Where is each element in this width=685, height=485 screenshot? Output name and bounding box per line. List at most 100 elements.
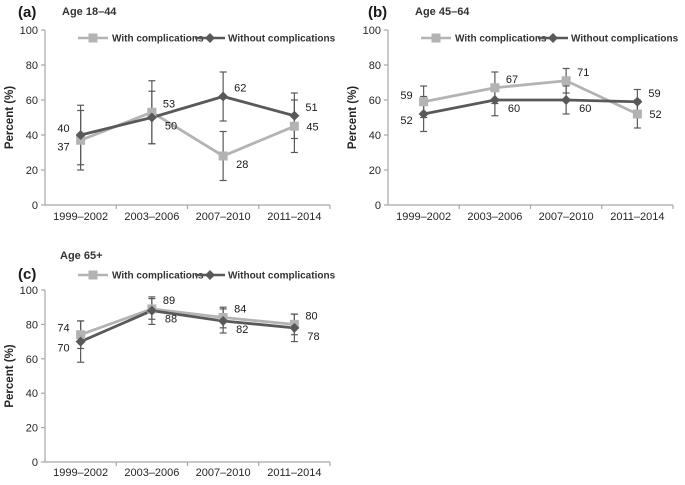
series-marker-square-icon	[431, 33, 441, 43]
panel-title: Age 45–64	[415, 6, 470, 18]
series-marker-square-icon	[147, 107, 157, 117]
data-point-label: 84	[234, 304, 246, 316]
panel-label: (c)	[18, 266, 36, 283]
y-tick-label: 0	[32, 200, 38, 212]
y-tick-label: 80	[369, 60, 381, 72]
series-line	[423, 79, 638, 116]
series-marker-diamond-icon	[75, 336, 86, 347]
series-marker-diamond-icon	[218, 315, 229, 326]
series-marker-diamond-icon	[561, 95, 572, 105]
series-marker-square-icon	[490, 83, 500, 93]
data-point-label: 62	[234, 83, 246, 95]
data-point-label: 59	[648, 88, 660, 100]
y-tick-label: 20	[369, 165, 381, 177]
x-category-label: 1999–2002	[53, 467, 108, 479]
y-tick-label: 60	[369, 95, 381, 107]
x-category-label: 2003–2006	[124, 467, 179, 479]
data-point-label: 70	[57, 343, 69, 355]
series-marker-diamond-icon	[146, 112, 157, 123]
x-category-label: 2007–2010	[196, 467, 251, 479]
y-axis-title: Percent (%)	[347, 86, 359, 149]
y-axis-title: Percent (%)	[4, 86, 16, 149]
data-point-label: 71	[577, 67, 589, 79]
chart-panel-c: (c) Age 65+ 0 20 40 60 80 100 1999–2002 2003–2006…	[4, 250, 336, 479]
y-tick-label: 100	[20, 285, 38, 297]
series-marker-diamond-icon	[289, 322, 300, 333]
y-tick-label: 0	[375, 200, 381, 212]
series-line	[80, 95, 295, 137]
x-category-label: 2011–2014	[267, 211, 321, 223]
series-marker-diamond-icon	[418, 109, 429, 119]
legend-item-label: With complications	[112, 34, 204, 45]
series-line	[423, 98, 638, 116]
series-marker-diamond-icon	[548, 33, 558, 43]
x-category-label: 1999–2002	[53, 211, 108, 223]
panel-label: (a)	[18, 4, 36, 21]
data-point-label: 50	[165, 121, 177, 133]
legend-item-label: Without complications	[228, 34, 336, 45]
y-tick-label: 20	[26, 423, 38, 435]
data-point-label: 60	[508, 103, 520, 115]
data-point-label: 74	[57, 323, 69, 335]
x-category-label: 2007–2010	[539, 211, 594, 223]
data-point-label: 67	[506, 74, 518, 86]
data-point-label: 45	[306, 121, 318, 133]
legend-item-label: Without complications	[228, 271, 336, 282]
data-point-label: 40	[57, 123, 69, 135]
series-line	[80, 110, 295, 158]
y-tick-label: 40	[26, 388, 38, 400]
y-tick-label: 100	[363, 25, 381, 37]
legend-item-label: With complications	[112, 271, 204, 282]
series-marker-diamond-icon	[489, 95, 500, 105]
data-point-label: 52	[400, 115, 412, 127]
y-tick-label: 80	[26, 319, 38, 331]
panel-title: Age 65+	[60, 250, 103, 262]
y-tick-label: 40	[26, 130, 38, 142]
series-marker-square-icon	[419, 97, 429, 107]
y-axis-title: Percent (%)	[4, 344, 16, 407]
data-point-label: 51	[305, 102, 317, 114]
data-point-label: 89	[163, 295, 175, 307]
y-tick-label: 60	[26, 95, 38, 107]
series-marker-diamond-icon	[146, 305, 157, 316]
data-point-label: 82	[236, 324, 248, 336]
data-point-label: 60	[579, 103, 591, 115]
series-marker-square-icon	[76, 330, 86, 340]
x-category-label: 1999–2002	[396, 211, 451, 223]
data-point-label: 78	[307, 331, 319, 343]
series-line	[80, 307, 295, 337]
series-marker-diamond-icon	[75, 130, 86, 140]
series-marker-square-icon	[76, 135, 86, 145]
series-marker-diamond-icon	[218, 91, 229, 102]
chart-panel-a: (a) Age 18–44 0 20 40 60 80 100 1999–2002 2003–20…	[4, 4, 336, 223]
x-category-label: 2011–2014	[610, 211, 664, 223]
series-marker-diamond-icon	[205, 33, 215, 43]
series-marker-diamond-icon	[205, 270, 215, 280]
series-marker-square-icon	[561, 76, 571, 86]
data-point-label: 88	[165, 314, 177, 326]
data-point-label: 37	[57, 141, 69, 153]
y-tick-label: 60	[26, 354, 38, 366]
x-category-label: 2007–2010	[196, 211, 251, 223]
data-point-label: 53	[163, 98, 175, 110]
y-tick-label: 80	[26, 60, 38, 72]
series-marker-diamond-icon	[632, 96, 643, 107]
panel-label: (b)	[368, 4, 387, 21]
x-category-label: 2003–2006	[467, 211, 522, 223]
chart-panel-b: (b) Age 45–64 0 20 40 60 80 100 1999–2002 2003–20…	[347, 4, 679, 223]
legend-item-label: Without complications	[571, 34, 679, 45]
y-tick-label: 100	[20, 25, 38, 37]
series-marker-square-icon	[88, 270, 98, 280]
y-tick-label: 40	[369, 130, 381, 142]
x-category-label: 2003–2006	[124, 211, 179, 223]
series-marker-diamond-icon	[289, 110, 300, 121]
series-marker-square-icon	[218, 151, 228, 161]
y-tick-label: 20	[26, 165, 38, 177]
y-tick-label: 0	[32, 457, 38, 469]
series-line	[80, 309, 295, 343]
panel-title: Age 18–44	[62, 6, 117, 18]
data-point-label: 80	[305, 310, 317, 322]
series-marker-square-icon	[632, 109, 642, 119]
data-point-label: 28	[236, 159, 248, 171]
